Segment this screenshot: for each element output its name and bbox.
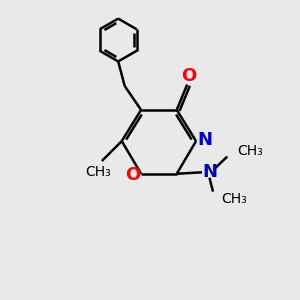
Text: CH₃: CH₃ <box>238 145 263 158</box>
Text: CH₃: CH₃ <box>221 192 247 206</box>
Text: O: O <box>181 67 196 85</box>
Text: N: N <box>197 130 212 148</box>
Text: N: N <box>202 163 217 181</box>
Text: O: O <box>125 166 140 184</box>
Text: CH₃: CH₃ <box>85 165 111 179</box>
